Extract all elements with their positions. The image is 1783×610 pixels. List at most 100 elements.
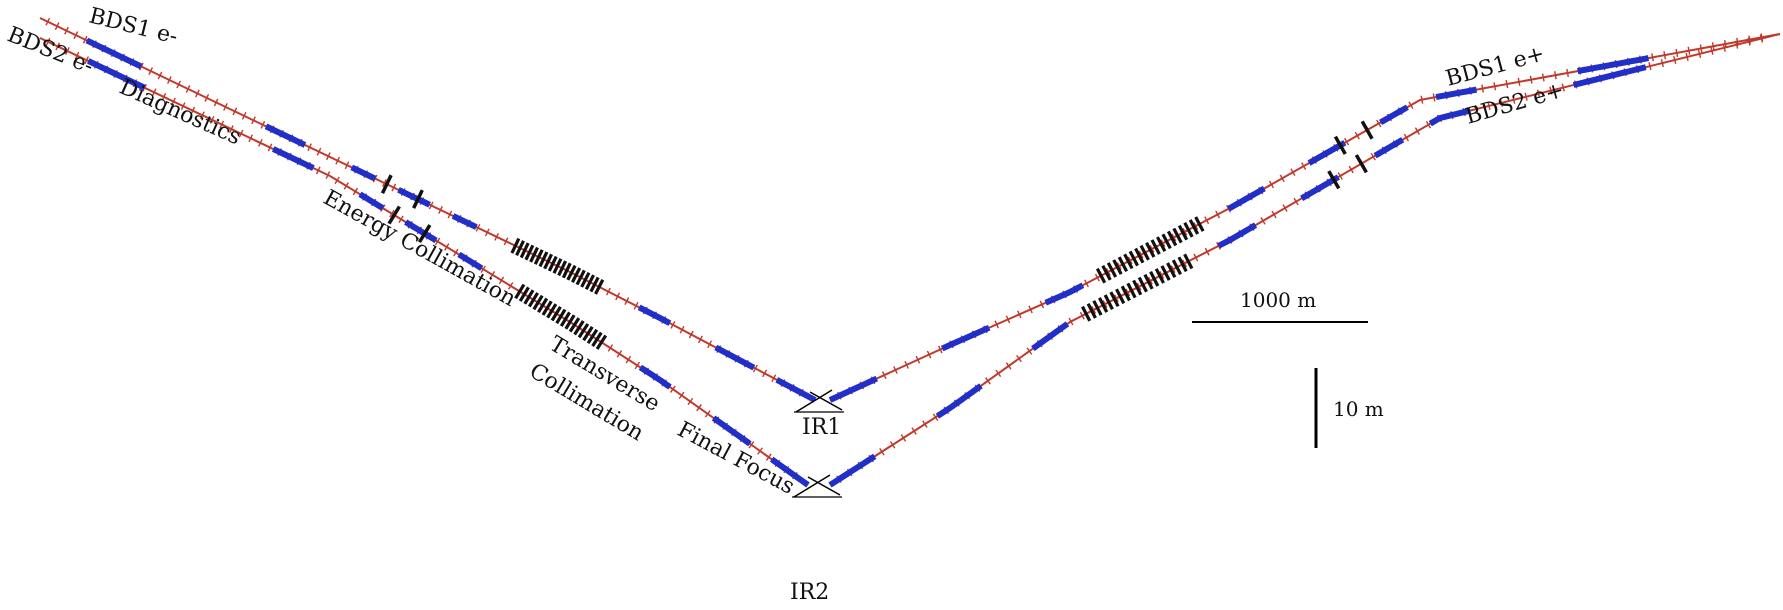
quadrupole-segment xyxy=(638,364,672,390)
drift-tick xyxy=(1541,73,1545,82)
drift-tick xyxy=(1425,120,1432,129)
drift-tick xyxy=(893,366,898,374)
drift-tick xyxy=(475,223,481,232)
sextupole-magnet xyxy=(1132,279,1143,296)
horizontal-scale-bar: 1000 m xyxy=(1192,288,1368,323)
drift-tick xyxy=(985,377,991,385)
drift-tick xyxy=(45,17,51,26)
sextupole-magnet xyxy=(566,264,577,281)
drift-tick xyxy=(1170,265,1176,274)
drift-tick xyxy=(344,161,350,170)
drift-tick xyxy=(1348,165,1354,174)
sextupole-magnet xyxy=(586,328,599,345)
drift-tick xyxy=(1747,37,1751,46)
drift-tick xyxy=(232,107,238,116)
drift-tick xyxy=(633,301,639,310)
drift-tick xyxy=(697,335,703,344)
drift-tick xyxy=(1017,310,1022,319)
drift-tick xyxy=(200,111,205,120)
drift-tick xyxy=(904,360,909,369)
label-energy-collimation: Energy Collimation xyxy=(319,185,520,311)
quadrupole-segment xyxy=(1217,222,1258,249)
drift-tick xyxy=(670,385,676,393)
drift-tick xyxy=(494,232,500,241)
drift-tick xyxy=(1301,162,1307,170)
drift-tick xyxy=(1026,347,1033,355)
dipole-marker xyxy=(1333,135,1347,155)
interaction-point-markers xyxy=(792,389,844,498)
quadrupole-segment xyxy=(85,37,143,70)
ir2-marker xyxy=(792,474,842,498)
drift-tick xyxy=(1028,305,1033,314)
drift-tick xyxy=(315,166,321,175)
drift-tick xyxy=(1016,354,1022,363)
drift-tick xyxy=(1710,46,1714,55)
quadrupole-segment xyxy=(1428,107,1472,127)
drift-tick xyxy=(1182,227,1188,236)
drift-tick xyxy=(372,174,378,183)
drift-tick xyxy=(484,228,490,237)
drift-tick xyxy=(1337,172,1343,180)
drift-tick xyxy=(1549,86,1553,95)
sextupole-magnet xyxy=(1183,253,1194,270)
drift-tick xyxy=(213,98,219,107)
sextupole-magnet xyxy=(546,303,558,319)
drift-tick xyxy=(84,56,89,65)
sextupole-magnet xyxy=(555,308,567,325)
drift-tick xyxy=(166,76,172,84)
quadrupole-segment xyxy=(264,123,307,148)
drift-tick xyxy=(1673,55,1677,65)
drift-tick xyxy=(151,88,157,97)
sextupole-magnet xyxy=(573,320,585,336)
drift-tick xyxy=(55,42,61,51)
drift-tick xyxy=(1561,83,1565,92)
sextupole-magnet xyxy=(1149,270,1160,287)
drift-tick xyxy=(1474,104,1479,114)
drift-tick xyxy=(1529,75,1533,84)
sextupole-magnet xyxy=(1128,250,1139,267)
sextupole-magnet xyxy=(594,279,605,295)
drift-tick xyxy=(615,292,621,301)
drift-tick xyxy=(881,371,887,380)
drift-tick xyxy=(238,129,244,138)
sextupole-magnet xyxy=(1098,297,1109,313)
sextupole-magnet xyxy=(1081,305,1092,322)
bds2-positron-line xyxy=(828,33,1781,488)
drift-tick xyxy=(1039,300,1045,309)
drift-tick xyxy=(607,344,614,352)
drift-tick xyxy=(223,102,228,111)
drift-tick xyxy=(1125,288,1131,297)
drift-tick xyxy=(1408,101,1414,109)
drift-tick xyxy=(391,183,397,192)
drift-tick xyxy=(1685,52,1689,61)
drift-tick xyxy=(1127,256,1133,265)
quadrupole-segment xyxy=(940,324,991,352)
drift-tick xyxy=(679,325,685,334)
drift-tick xyxy=(911,427,917,435)
drift-tick xyxy=(605,287,611,296)
drift-tick xyxy=(1149,245,1155,253)
drift-tick xyxy=(316,147,322,156)
sextupole-magnet xyxy=(1086,302,1097,319)
quadrupole-segment xyxy=(86,58,146,91)
drift-tick xyxy=(444,243,450,251)
drift-tick xyxy=(219,120,225,129)
drift-tick xyxy=(1102,300,1108,308)
label-bds2-electron: BDS2 e- xyxy=(4,22,97,79)
drift-tick xyxy=(1068,317,1074,326)
sextupole-magnet xyxy=(533,249,544,265)
sextupole-magnet xyxy=(541,300,553,316)
drift-tick xyxy=(325,152,331,161)
drift-tick xyxy=(258,138,263,147)
quadrupole-segment xyxy=(271,146,315,171)
drift-tick xyxy=(260,120,266,129)
drift-tick xyxy=(765,453,772,461)
quadrupole-segment xyxy=(1227,185,1266,212)
dipole-marker xyxy=(1360,120,1374,140)
drift-tick xyxy=(1159,271,1165,279)
drift-tick xyxy=(1517,77,1521,86)
drift-tick xyxy=(1354,131,1360,140)
drift-tick xyxy=(343,182,349,190)
drift-tick xyxy=(180,102,186,111)
drift-tick xyxy=(1687,46,1691,55)
